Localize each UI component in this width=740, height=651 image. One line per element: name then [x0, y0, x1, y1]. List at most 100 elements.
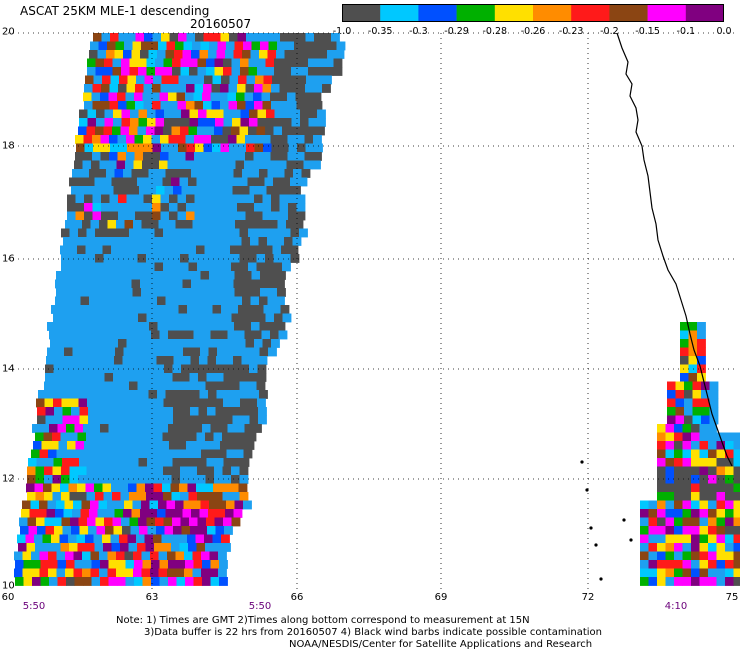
data-cell	[248, 127, 257, 136]
data-cell	[81, 348, 90, 357]
data-cell	[112, 475, 121, 484]
data-cell	[239, 246, 248, 255]
data-cell	[123, 356, 132, 365]
data-cell	[69, 246, 78, 255]
data-cell	[157, 509, 166, 518]
data-cell	[271, 203, 280, 212]
data-cell	[45, 518, 54, 527]
data-cell	[69, 543, 78, 552]
data-cell	[180, 127, 189, 136]
data-cell	[689, 373, 698, 382]
data-cell	[112, 178, 121, 187]
data-cell	[734, 560, 740, 569]
data-cell	[233, 416, 242, 425]
data-cell	[82, 501, 91, 510]
data-cell	[81, 169, 90, 178]
data-cell	[162, 305, 171, 314]
data-cell	[177, 560, 186, 569]
data-cell	[314, 101, 323, 110]
data-cell	[674, 475, 683, 484]
data-cell	[207, 365, 216, 374]
data-cell	[734, 552, 740, 561]
data-cell	[266, 110, 275, 119]
data-cell	[168, 577, 177, 586]
data-cell	[72, 169, 81, 178]
data-cell	[100, 331, 109, 340]
data-cell	[212, 144, 221, 153]
data-cell	[125, 161, 134, 170]
data-cell	[101, 135, 110, 144]
data-cell	[185, 560, 194, 569]
data-cell	[61, 382, 70, 391]
data-cell	[122, 110, 131, 119]
data-cell	[128, 305, 137, 314]
data-cell	[212, 212, 221, 221]
data-cell	[259, 280, 268, 289]
data-cell	[234, 509, 243, 518]
data-cell	[171, 433, 180, 442]
data-cell	[257, 314, 266, 323]
data-cell	[276, 237, 285, 246]
data-cell	[246, 84, 255, 93]
data-cell	[232, 314, 241, 323]
data-cell	[734, 484, 740, 493]
data-cell	[666, 526, 675, 535]
data-cell	[75, 331, 84, 340]
data-cell	[114, 416, 123, 425]
data-cell	[265, 178, 274, 187]
data-cell	[309, 118, 318, 127]
data-cell	[334, 59, 343, 68]
data-cell	[74, 161, 83, 170]
data-cell	[133, 42, 142, 51]
data-cell	[144, 84, 153, 93]
data-cell	[58, 560, 67, 569]
data-cell	[106, 509, 115, 518]
data-cell	[127, 195, 136, 204]
data-cell	[137, 246, 146, 255]
data-cell	[59, 339, 68, 348]
data-cell	[228, 424, 237, 433]
data-cell	[161, 203, 170, 212]
data-cell	[200, 348, 209, 357]
data-cell	[63, 407, 72, 416]
data-cell	[107, 322, 116, 331]
data-cell	[110, 101, 119, 110]
data-cell	[191, 297, 200, 306]
data-cell	[84, 203, 93, 212]
data-cell	[187, 144, 196, 153]
data-cell	[247, 76, 256, 85]
data-cell	[100, 161, 109, 170]
data-cell	[640, 526, 649, 535]
data-cell	[190, 407, 199, 416]
data-cell	[144, 101, 153, 110]
data-cell	[717, 526, 726, 535]
data-cell	[134, 577, 143, 586]
data-cell	[212, 203, 221, 212]
data-cell	[138, 67, 147, 76]
data-cell	[226, 501, 235, 510]
data-cell	[46, 416, 55, 425]
data-cell	[106, 280, 115, 289]
data-cell	[693, 407, 702, 416]
data-cell	[657, 475, 666, 484]
data-cell	[79, 458, 88, 467]
data-cell	[189, 59, 198, 68]
data-cell	[270, 93, 279, 102]
data-cell	[262, 331, 271, 340]
data-cell	[49, 560, 58, 569]
data-cell	[180, 178, 189, 187]
data-cell	[237, 101, 246, 110]
data-cell	[146, 178, 155, 187]
data-cell	[121, 467, 130, 476]
data-cell	[225, 390, 234, 399]
data-cell	[186, 84, 195, 93]
data-cell	[161, 441, 170, 450]
data-cell	[734, 526, 740, 535]
data-cell	[186, 152, 195, 161]
data-cell	[188, 246, 197, 255]
data-cell	[219, 331, 228, 340]
data-cell	[680, 356, 689, 365]
data-cell	[167, 220, 176, 229]
data-cell	[187, 305, 196, 314]
data-cell	[89, 356, 98, 365]
